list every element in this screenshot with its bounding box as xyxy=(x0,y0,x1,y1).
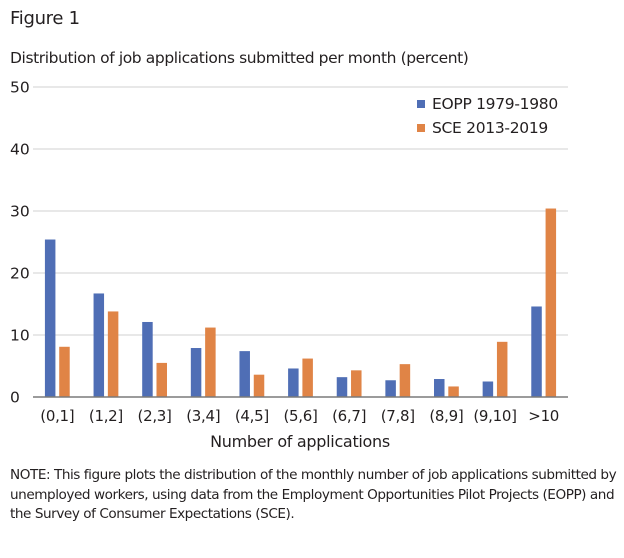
bar-sce xyxy=(156,362,167,397)
figure-label: Figure 1 xyxy=(10,8,80,29)
x-tick-label: (5,6] xyxy=(283,407,317,425)
bar-sce xyxy=(545,208,557,397)
y-tick-label: 50 xyxy=(10,79,30,97)
figure-note: NOTE: This figure plots the distribution… xyxy=(10,467,617,522)
x-tick-label: (4,5] xyxy=(235,407,269,425)
y-axis-ticks: 0 10 20 30 40 50 xyxy=(10,79,30,407)
bar-sce xyxy=(351,370,362,397)
bars xyxy=(44,208,557,397)
legend: EOPP 1979-1980 SCE 2013-2019 xyxy=(417,95,558,137)
x-axis-ticks: (0,1] (1,2] (2,3] (3,4] (4,5] (5,6] (6,7] (7,8]… xyxy=(40,407,559,425)
bar-sce xyxy=(59,346,70,397)
x-tick-label: (1,2] xyxy=(89,407,123,425)
bar-eopp xyxy=(434,379,445,397)
legend-swatch xyxy=(417,100,425,108)
bar-eopp xyxy=(44,239,56,397)
legend-label: SCE 2013-2019 xyxy=(432,119,548,137)
bar-eopp xyxy=(93,293,105,397)
bar-sce xyxy=(399,364,411,397)
x-tick-label: (9,10] xyxy=(473,407,516,425)
bar-eopp xyxy=(531,306,542,397)
x-axis-label: Number of applications xyxy=(210,432,390,451)
bar-chart: 0 10 20 30 40 50 (0,1] (1,2] (2,3] (3,4] (4,5] (5,… xyxy=(10,79,568,425)
bar-eopp xyxy=(288,368,299,397)
bar-eopp xyxy=(385,380,396,397)
bar-sce xyxy=(205,327,216,397)
y-tick-label: 30 xyxy=(10,203,30,221)
y-tick-label: 20 xyxy=(10,265,30,283)
x-tick-label: >10 xyxy=(528,407,559,425)
bar-sce xyxy=(302,358,313,397)
bar-eopp xyxy=(336,377,348,397)
bar-eopp xyxy=(482,381,494,397)
bar-sce xyxy=(107,311,119,397)
bar-sce xyxy=(253,374,265,397)
y-tick-label: 10 xyxy=(10,327,30,345)
y-tick-label: 0 xyxy=(10,389,20,407)
y-tick-label: 40 xyxy=(10,141,30,159)
x-tick-label: (6,7] xyxy=(332,407,366,425)
bar-eopp xyxy=(190,348,202,397)
gridlines xyxy=(33,86,568,336)
x-tick-label: (2,3] xyxy=(138,407,172,425)
chart-title: Distribution of job applications submitt… xyxy=(10,49,469,67)
bar-eopp xyxy=(239,351,250,397)
bar-sce xyxy=(496,341,508,397)
x-tick-label: (0,1] xyxy=(40,407,74,425)
bar-sce xyxy=(448,386,459,397)
x-tick-label: (8,9] xyxy=(429,407,463,425)
x-tick-label: (3,4] xyxy=(186,407,220,425)
legend-label: EOPP 1979-1980 xyxy=(432,95,558,113)
x-tick-label: (7,8] xyxy=(381,407,415,425)
legend-swatch xyxy=(417,124,425,132)
bar-eopp xyxy=(142,321,153,397)
